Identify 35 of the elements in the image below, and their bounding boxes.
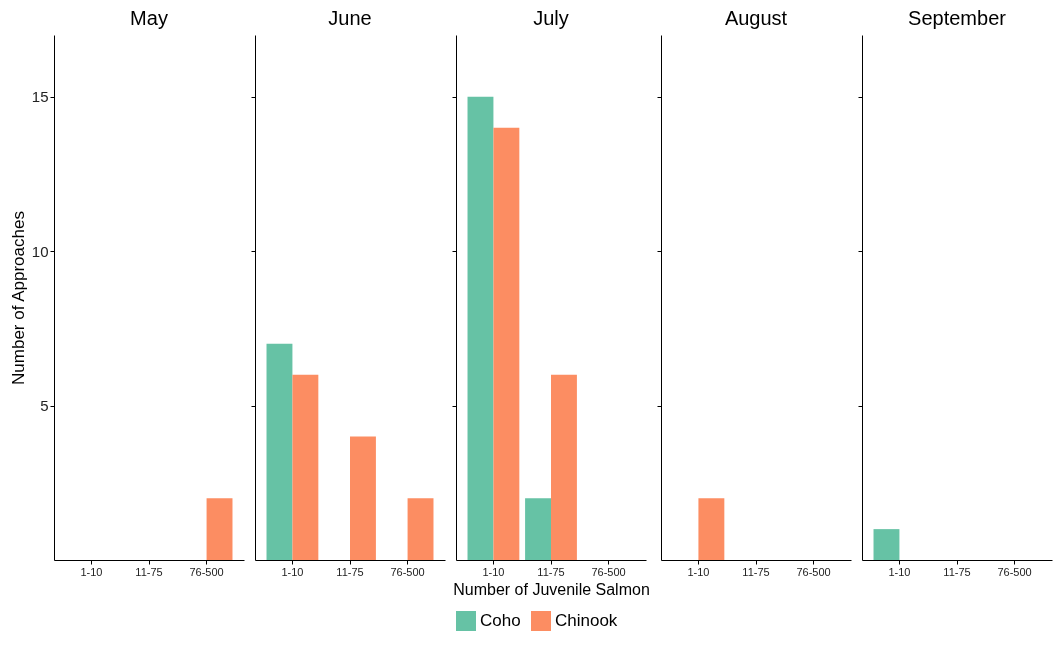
chart-title: May	[130, 7, 168, 29]
bar	[467, 96, 494, 560]
bar	[493, 127, 520, 560]
bar	[266, 343, 293, 560]
x-tick-label: 11-75	[537, 565, 565, 578]
x-tick-label: 76-500	[591, 565, 626, 578]
x-tick-label: 1-10	[281, 565, 304, 578]
legend-label: Chinook	[555, 611, 618, 630]
y-axis-title: Number of Approaches	[8, 211, 28, 385]
x-tick-label: 76-500	[796, 565, 831, 578]
x-tick-label: 76-500	[390, 565, 425, 578]
x-tick-label: 11-75	[742, 565, 770, 578]
x-tick-label: 76-500	[189, 565, 224, 578]
y-tick-label: 5	[40, 397, 49, 415]
x-tick-label: 1-10	[482, 565, 505, 578]
bar	[350, 436, 376, 560]
chart-title: September	[908, 7, 1007, 29]
x-tick-label: 76-500	[997, 565, 1032, 578]
x-tick-label: 1-10	[888, 565, 911, 578]
chart-title: August	[724, 7, 788, 29]
x-tick-label: 11-75	[135, 565, 163, 578]
chart-title: July	[533, 7, 569, 29]
y-tick-label: 10	[31, 242, 49, 260]
legend-label: Coho	[480, 611, 521, 630]
chart-title: June	[328, 7, 372, 29]
x-tick-label: 1-10	[687, 565, 710, 578]
x-axis-title: Number of Juvenile Salmon	[453, 580, 650, 598]
x-tick-label: 11-75	[943, 565, 971, 578]
bar	[292, 374, 319, 560]
y-tick-label: 15	[31, 88, 49, 106]
bar	[551, 374, 577, 560]
bar	[525, 498, 551, 560]
x-tick-label: 1-10	[80, 565, 103, 578]
x-tick-label: 11-75	[336, 565, 364, 578]
bar	[407, 498, 434, 560]
